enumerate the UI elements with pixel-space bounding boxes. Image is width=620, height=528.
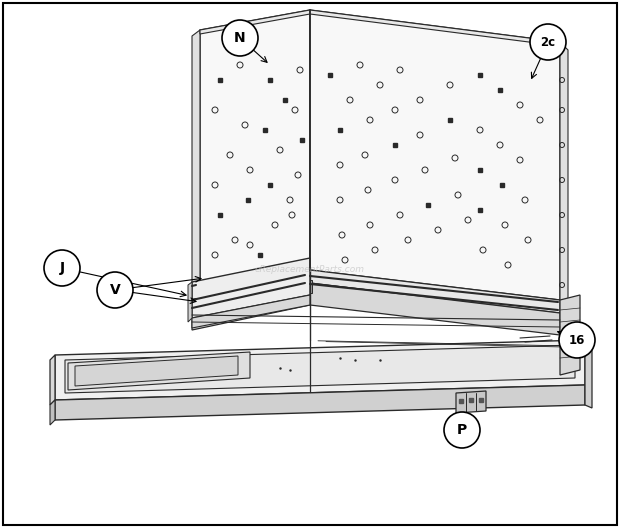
Polygon shape (192, 270, 310, 308)
Polygon shape (55, 385, 585, 420)
Polygon shape (188, 282, 192, 322)
Text: P: P (457, 423, 467, 437)
Text: J: J (60, 261, 64, 275)
Polygon shape (50, 355, 55, 405)
Polygon shape (200, 10, 310, 295)
Polygon shape (310, 10, 560, 46)
Polygon shape (310, 10, 560, 300)
Text: N: N (234, 31, 246, 45)
Polygon shape (192, 30, 200, 302)
Polygon shape (310, 270, 560, 313)
Circle shape (559, 322, 595, 358)
Polygon shape (456, 391, 486, 413)
Polygon shape (560, 42, 568, 308)
Circle shape (530, 24, 566, 60)
Polygon shape (200, 10, 310, 34)
Polygon shape (192, 258, 310, 318)
Circle shape (44, 250, 80, 286)
Polygon shape (192, 283, 310, 330)
Text: 2c: 2c (541, 35, 556, 49)
Circle shape (97, 272, 133, 308)
Polygon shape (75, 356, 238, 386)
Polygon shape (585, 340, 592, 408)
Polygon shape (65, 345, 575, 393)
Text: V: V (110, 283, 120, 297)
Polygon shape (560, 295, 580, 375)
Circle shape (444, 412, 480, 448)
Polygon shape (310, 283, 560, 335)
Polygon shape (55, 340, 585, 400)
Polygon shape (192, 295, 310, 328)
Text: eReplacementParts.com: eReplacementParts.com (255, 266, 365, 275)
Text: 16: 16 (569, 334, 585, 346)
Polygon shape (304, 280, 312, 293)
Polygon shape (50, 400, 55, 425)
Circle shape (222, 20, 258, 56)
Polygon shape (68, 352, 250, 390)
